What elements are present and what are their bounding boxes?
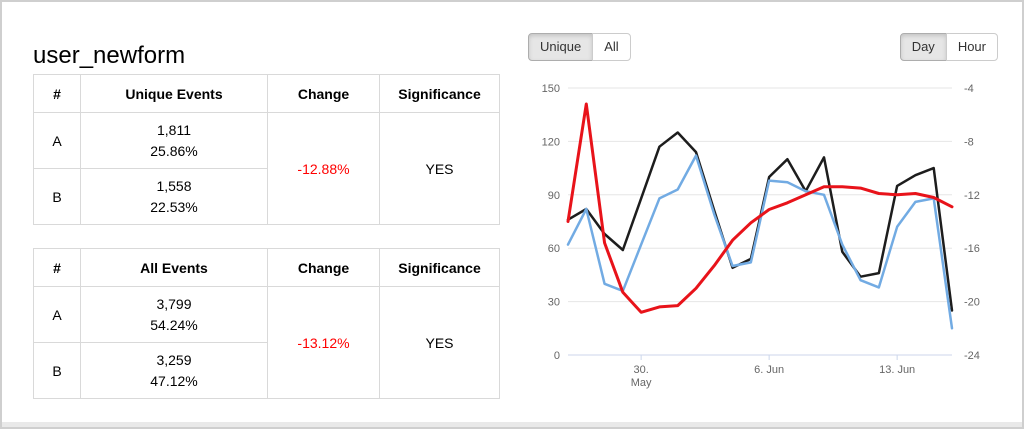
change-value: -12.88%: [267, 112, 380, 225]
column-header-all-events: All Events: [80, 248, 268, 287]
column-header-change: Change: [267, 248, 380, 287]
x-axis-tick-label: 30.: [633, 364, 648, 376]
variant-label: A: [33, 286, 81, 343]
event-percent: 25.86%: [150, 142, 198, 159]
series-line-b[interactable]: [566, 154, 954, 330]
left-axis-tick-label: 30: [548, 297, 560, 309]
left-axis-tick-label: 120: [542, 136, 560, 148]
column-header-variant: #: [33, 74, 81, 113]
variant-values: 1,811 25.86%: [80, 112, 268, 169]
right-axis-tick-label: -24: [964, 350, 980, 362]
event-count: 1,558: [156, 177, 192, 194]
significance-value: YES: [379, 112, 500, 225]
x-axis-tick-label: 13. Jun: [879, 364, 915, 376]
variant-values: 1,558 22.53%: [80, 168, 268, 225]
right-axis-tick-label: -12: [964, 190, 980, 202]
all-toggle-button[interactable]: All: [592, 33, 631, 61]
left-axis-tick-label: 60: [548, 243, 560, 255]
event-percent: 22.53%: [150, 198, 198, 215]
event-count: 3,259: [156, 351, 192, 368]
all-events-table: # All Events Change Significance A 3,799…: [33, 248, 500, 399]
metric-toggle-group: Unique All: [528, 33, 631, 61]
granularity-toggle-group: Day Hour: [899, 33, 998, 61]
right-axis-tick-label: -8: [964, 136, 974, 148]
hour-toggle-button[interactable]: Hour: [945, 33, 998, 61]
variant-label: A: [33, 112, 81, 169]
unique-toggle-button[interactable]: Unique: [528, 33, 594, 61]
event-count: 3,799: [156, 295, 192, 312]
ab-test-chart[interactable]: 0 30 60 90 120 150 -24 -20 -16 -12 -8 -4 30.May 6. Ju…: [518, 75, 1018, 415]
table-header-row: # Unique Events Change Significance: [33, 74, 500, 113]
column-header-variant: #: [33, 248, 81, 287]
day-toggle-button[interactable]: Day: [899, 33, 947, 61]
event-percent: 54.24%: [150, 316, 198, 333]
change-value: -13.12%: [267, 286, 380, 399]
table-row: A 1,811 25.86% -12.88% YES: [33, 112, 500, 225]
x-axis-tick-label: May: [631, 377, 652, 389]
right-axis-tick-label: -4: [964, 83, 974, 95]
left-axis-tick-label: 150: [542, 83, 560, 95]
right-axis-tick-label: -20: [964, 297, 980, 309]
column-header-change: Change: [267, 74, 380, 113]
x-axis-tick-label: 6. Jun: [754, 364, 784, 376]
event-count: 1,811: [157, 121, 191, 138]
variant-label: B: [33, 168, 81, 225]
table-header-row: # All Events Change Significance: [33, 248, 500, 287]
event-percent: 47.12%: [150, 372, 198, 389]
variant-values: 3,259 47.12%: [80, 342, 268, 399]
significance-value: YES: [379, 286, 500, 399]
variant-label: B: [33, 342, 81, 399]
column-header-significance: Significance: [379, 248, 500, 287]
series-line-change[interactable]: [566, 102, 954, 314]
left-axis-tick-label: 90: [548, 190, 560, 202]
unique-events-table: # Unique Events Change Significance A 1,…: [33, 74, 500, 225]
table-row: B 1,558 22.53%: [33, 168, 500, 225]
column-header-unique-events: Unique Events: [80, 74, 268, 113]
right-axis-tick-label: -16: [964, 243, 980, 255]
variant-values: 3,799 54.24%: [80, 286, 268, 343]
page-title: user_newform: [33, 42, 186, 70]
table-row: B 3,259 47.12%: [33, 342, 500, 399]
column-header-significance: Significance: [379, 74, 500, 113]
table-row: A 3,799 54.24% -13.12% YES: [33, 286, 500, 399]
window-bottom-edge: [2, 422, 1022, 427]
left-axis-tick-label: 0: [554, 350, 560, 362]
